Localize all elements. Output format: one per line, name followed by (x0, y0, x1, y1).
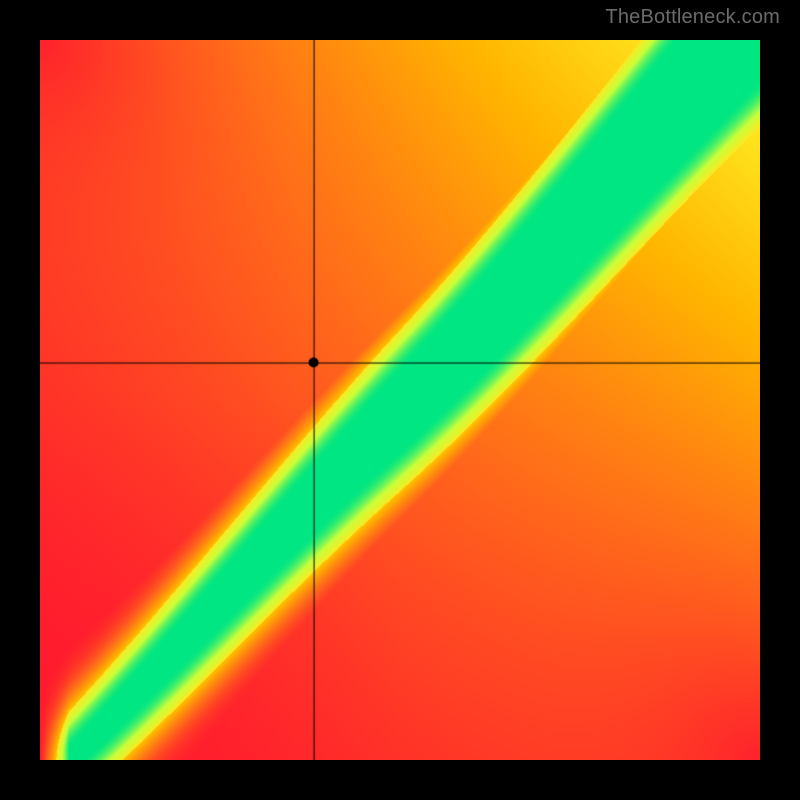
watermark-text: TheBottleneck.com (605, 6, 780, 29)
chart-container: TheBottleneck.com (0, 0, 800, 800)
bottleneck-heatmap (40, 40, 760, 760)
